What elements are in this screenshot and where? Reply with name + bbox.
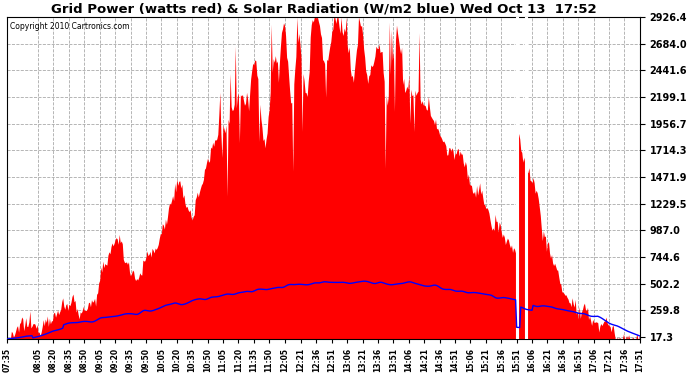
Text: Copyright 2010 Cartronics.com: Copyright 2010 Cartronics.com	[10, 22, 130, 31]
Title: Grid Power (watts red) & Solar Radiation (W/m2 blue) Wed Oct 13  17:52: Grid Power (watts red) & Solar Radiation…	[51, 3, 596, 16]
